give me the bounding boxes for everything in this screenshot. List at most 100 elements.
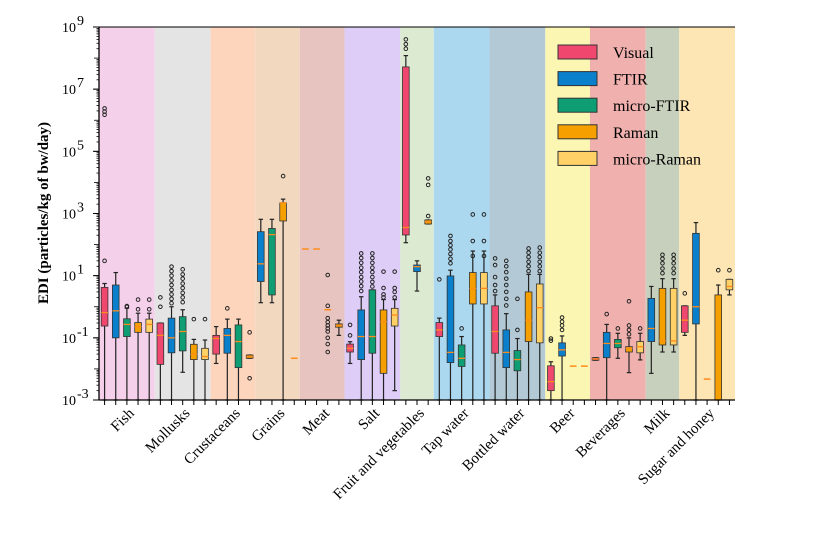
x-tick-label: Grains (249, 405, 289, 445)
outlier-point (358, 283, 364, 289)
outlier-point (503, 264, 509, 269)
outlier-point (370, 260, 375, 266)
y-tick-label: 10 (62, 208, 76, 223)
outlier-point (135, 297, 141, 302)
category-band (255, 27, 300, 400)
category-band (299, 27, 345, 400)
outlier-point (526, 254, 531, 260)
box-micro-raman (636, 326, 644, 361)
outlier-point (169, 287, 174, 293)
outlier-point (660, 266, 665, 271)
box-body (134, 322, 142, 333)
outlier-point (448, 260, 453, 266)
box-body (357, 309, 365, 360)
outlier-point (180, 285, 185, 291)
outlier-point (503, 276, 509, 281)
outlier-point (626, 298, 632, 304)
x-tick-label: Fish (108, 405, 138, 435)
outlier-point (370, 251, 375, 256)
box-micro-raman (669, 252, 678, 353)
box-body (145, 318, 153, 333)
legend: Visual FTIR micro-FTIR Raman micro-Raman (557, 44, 701, 168)
box-visual (212, 325, 220, 365)
legend-label: FTIR (613, 72, 648, 89)
box-body (279, 202, 287, 222)
outlier-point (559, 315, 565, 320)
outlier-point (548, 338, 554, 343)
box-body (100, 286, 109, 327)
outlier-point (358, 288, 364, 294)
box-micro-ftir (368, 251, 377, 401)
box-ftir (502, 258, 511, 401)
y-tick-exponent: 7 (77, 76, 84, 91)
outlier-point (180, 267, 185, 272)
legend-swatch-visual (557, 44, 598, 60)
outlier-point (637, 326, 643, 331)
box-ftir (446, 233, 455, 401)
outlier-point (358, 260, 364, 266)
category-band (679, 27, 735, 400)
outlier-point (526, 246, 531, 251)
outlier-point (381, 269, 386, 274)
outlier-point (370, 284, 375, 289)
box-visual (491, 256, 499, 401)
legend-label: micro-Raman (613, 151, 701, 168)
y-tick-label: 10 (62, 270, 76, 285)
outlier-point (180, 290, 185, 296)
outlier-point (180, 281, 185, 286)
outlier-point (526, 264, 531, 269)
outlier-point (448, 256, 453, 262)
outlier-point (325, 341, 331, 347)
outlier-point (169, 268, 174, 274)
box-body (714, 294, 723, 401)
outlier-point (492, 274, 498, 280)
box-body (502, 329, 511, 369)
outlier-point (146, 306, 152, 312)
outlier-point (492, 256, 498, 261)
outlier-point (169, 278, 174, 283)
outlier-point (169, 296, 174, 302)
box-body (368, 289, 377, 354)
outlier-point (180, 276, 185, 281)
box-raman (245, 330, 254, 381)
outlier-point (146, 297, 152, 302)
outlier-point (604, 311, 609, 317)
box-body (178, 316, 187, 352)
box-body (212, 334, 220, 355)
outlier-point (448, 233, 453, 239)
outlier-point (537, 268, 543, 274)
box-body (647, 297, 656, 342)
outlier-point (671, 260, 676, 266)
outlier-point (459, 326, 464, 331)
outlier-point (537, 254, 543, 260)
outlier-point (548, 336, 554, 341)
box-body (625, 346, 633, 353)
outlier-point (626, 331, 632, 337)
box-body (413, 264, 421, 273)
outlier-point (503, 258, 509, 264)
outlier-point (481, 212, 487, 217)
box-micro-raman (725, 267, 734, 296)
outlier-point (492, 282, 498, 288)
outlier-point (526, 250, 531, 255)
outlier-point (503, 289, 509, 295)
outlier-point (559, 323, 565, 328)
y-tick-label: 10 (62, 21, 76, 36)
x-tick-label: Meat (300, 405, 334, 439)
box-body (658, 287, 667, 346)
outlier-point (492, 262, 498, 268)
outlier-point (526, 259, 531, 265)
outlier-point (392, 289, 397, 295)
outlier-point (682, 291, 688, 296)
outlier-point (448, 242, 453, 248)
outlier-point (448, 251, 453, 257)
outlier-point (515, 327, 520, 333)
outlier-point (325, 272, 331, 278)
outlier-point (358, 255, 364, 261)
outlier-point (403, 37, 409, 42)
box-body (390, 307, 399, 327)
box-body (547, 365, 555, 392)
box-body (692, 232, 700, 325)
box-micro-ftir (123, 303, 131, 401)
